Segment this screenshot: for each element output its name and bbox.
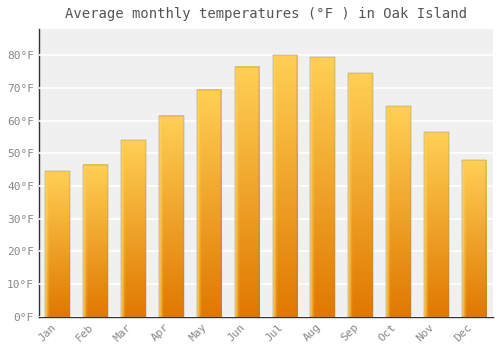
Title: Average monthly temperatures (°F ) in Oak Island: Average monthly temperatures (°F ) in Oa… — [65, 7, 467, 21]
Bar — [121, 140, 146, 317]
Bar — [348, 73, 373, 317]
Bar — [84, 165, 108, 317]
Bar — [462, 160, 486, 317]
Bar — [159, 116, 184, 317]
Bar — [197, 90, 222, 317]
Bar — [272, 55, 297, 317]
Bar — [424, 132, 448, 317]
Bar — [386, 106, 410, 317]
Bar — [310, 57, 335, 317]
Bar — [234, 66, 260, 317]
Bar — [46, 171, 70, 317]
